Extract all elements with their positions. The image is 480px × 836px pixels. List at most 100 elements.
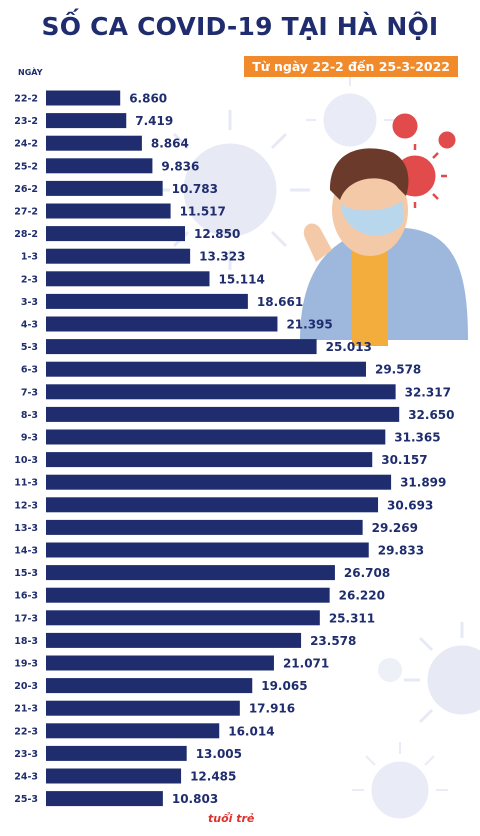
category-label: 11-3 (14, 478, 38, 489)
bar (46, 678, 253, 694)
bar (46, 158, 153, 174)
value-label: 19.065 (261, 679, 307, 693)
category-label: 14-3 (14, 546, 38, 557)
bar (46, 452, 373, 468)
category-label: 22-2 (14, 94, 38, 105)
value-label: 31.899 (400, 476, 446, 490)
value-label: 29.269 (372, 521, 418, 535)
category-label: 4-3 (21, 320, 38, 331)
value-label: 18.661 (257, 295, 303, 309)
value-label: 25.013 (326, 340, 372, 354)
category-label: 23-2 (14, 116, 38, 127)
bar (46, 587, 330, 603)
bar (46, 203, 171, 219)
bar (46, 768, 182, 784)
category-label: 22-3 (14, 726, 38, 737)
category-label: 24-3 (14, 772, 38, 783)
value-label: 12.485 (190, 770, 236, 784)
value-label: 6.860 (129, 92, 167, 106)
value-label: 13.005 (196, 747, 242, 761)
value-label: 23.578 (310, 634, 356, 648)
category-label: 20-3 (14, 681, 38, 692)
value-label: 29.578 (375, 363, 421, 377)
value-label: 13.323 (199, 250, 245, 264)
chart-title: SỐ CA COVID-19 TẠI HÀ NỘI (41, 12, 439, 41)
value-label: 31.365 (394, 431, 440, 445)
bar (46, 361, 366, 377)
bar (46, 497, 379, 513)
category-label: 17-3 (14, 613, 38, 624)
category-label: 19-3 (14, 659, 38, 670)
value-label: 26.708 (344, 566, 390, 580)
bar (46, 90, 121, 106)
bar (46, 632, 302, 648)
bar (46, 542, 369, 558)
bar (46, 723, 220, 739)
value-label: 10.783 (172, 182, 218, 196)
category-label: 25-3 (14, 794, 38, 805)
bar (46, 429, 386, 445)
value-label: 30.157 (381, 453, 427, 467)
value-label: 12.850 (194, 227, 240, 241)
virus-icon (404, 622, 480, 724)
brand-logo: tuổi trẻ (208, 812, 255, 825)
category-label: 6-3 (21, 365, 38, 376)
value-label: 25.311 (329, 611, 375, 625)
value-label: 32.317 (405, 385, 451, 399)
bar (46, 474, 392, 490)
category-label: 27-2 (14, 207, 38, 218)
value-label: 32.650 (408, 408, 454, 422)
category-label: 28-2 (14, 229, 38, 240)
value-label: 17.916 (249, 702, 295, 716)
y-axis-label: NGÀY (18, 68, 43, 77)
category-label: 24-2 (14, 139, 38, 150)
bar (46, 745, 187, 761)
bar (46, 406, 400, 422)
date-range-badge: Từ ngày 22-2 đến 25-3-2022 (244, 56, 458, 77)
person-illustration (300, 148, 468, 346)
bar (46, 316, 278, 332)
category-label: 1-3 (21, 252, 38, 263)
value-label: 10.803 (172, 792, 218, 806)
category-label: 2-3 (21, 274, 38, 285)
bar (46, 565, 335, 581)
bar (46, 293, 248, 309)
category-label: 12-3 (14, 500, 38, 511)
bar (46, 226, 186, 242)
value-label: 21.071 (283, 657, 329, 671)
bar (46, 610, 320, 626)
value-label: 26.220 (339, 589, 385, 603)
category-label: 3-3 (21, 297, 38, 308)
category-label: 25-2 (14, 161, 38, 172)
value-label: 15.114 (219, 272, 265, 286)
value-label: 29.833 (378, 544, 424, 558)
virus-icon (306, 76, 394, 164)
value-label: 9.836 (161, 159, 199, 173)
value-label: 16.014 (228, 724, 274, 738)
bar (46, 135, 142, 151)
bar (46, 384, 396, 400)
value-label: 21.395 (286, 318, 332, 332)
category-label: 15-3 (14, 568, 38, 579)
category-label: 5-3 (21, 342, 38, 353)
category-label: 21-3 (14, 704, 38, 715)
bar (46, 271, 210, 287)
category-label: 23-3 (14, 749, 38, 760)
bar (46, 339, 317, 355)
value-label: 11.517 (180, 205, 226, 219)
category-label: 18-3 (14, 636, 38, 647)
bar (46, 248, 191, 264)
value-label: 7.419 (135, 114, 173, 128)
virus-icon (378, 658, 402, 682)
category-label: 9-3 (21, 433, 38, 444)
category-label: 13-3 (14, 523, 38, 534)
value-label: 8.864 (151, 137, 189, 151)
bar (46, 519, 363, 535)
category-label: 8-3 (21, 410, 38, 421)
category-label: 7-3 (21, 387, 38, 398)
bar (46, 700, 240, 716)
virus-icon (352, 742, 448, 819)
bar (46, 791, 163, 807)
